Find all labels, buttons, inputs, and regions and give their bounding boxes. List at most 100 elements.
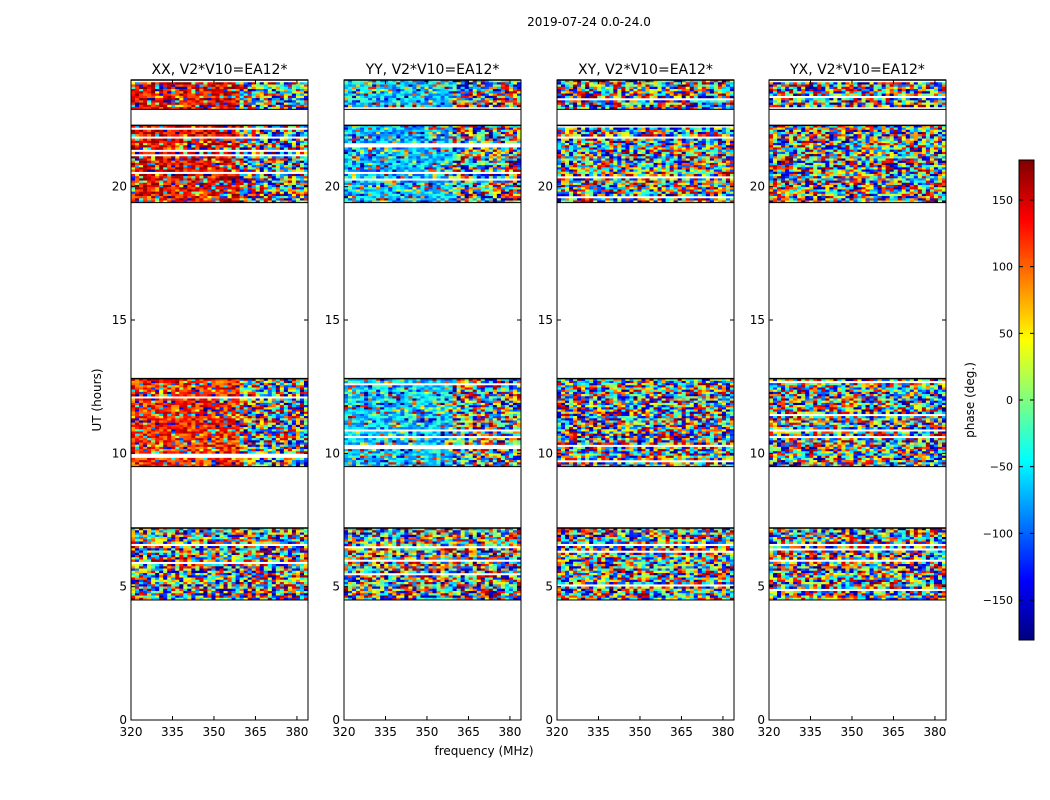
heatmap-cell [143, 134, 148, 137]
y-tick-label: 10 [112, 446, 127, 460]
heatmap-cell [223, 577, 228, 580]
heatmap-cell [251, 424, 256, 428]
heatmap-cell [299, 100, 305, 103]
heatmap-cell [151, 196, 156, 199]
heatmap-cell [275, 588, 281, 592]
heatmap-cell [279, 575, 285, 578]
heatmap-cell [175, 597, 180, 601]
heatmap-cell [267, 442, 273, 445]
heatmap-cell [251, 158, 256, 161]
heatmap-cell [247, 391, 252, 395]
heatmap-cell [143, 167, 148, 170]
heatmap-cell [291, 93, 297, 96]
heatmap-cell [179, 193, 184, 197]
heatmap-cell [255, 173, 261, 177]
heatmap-cell [263, 566, 269, 569]
heatmap-cell [187, 433, 192, 437]
heatmap-cell [271, 400, 277, 404]
heatmap-cell [287, 189, 293, 192]
heatmap-cell [303, 528, 309, 531]
heatmap-cell [151, 98, 156, 101]
heatmap-cell [179, 378, 184, 382]
heatmap-cell [187, 557, 192, 560]
heatmap-cell [215, 378, 220, 382]
heatmap-cell [291, 196, 297, 199]
heatmap-cell [283, 575, 289, 578]
heatmap-cell [275, 424, 281, 428]
heatmap-cell [231, 557, 236, 560]
heatmap-cell [199, 189, 204, 192]
heatmap-cell [135, 457, 140, 461]
heatmap-cell [171, 559, 176, 562]
heatmap-cell [231, 394, 236, 397]
heatmap-cell [259, 413, 265, 417]
heatmap-cell [171, 582, 176, 585]
heatmap-cell [275, 95, 281, 99]
heatmap-cell [251, 131, 256, 135]
heatmap-cell [275, 532, 281, 535]
heatmap-cell [175, 394, 180, 397]
heatmap-cell [215, 402, 220, 406]
heatmap-cell [215, 591, 220, 594]
heatmap-cell [207, 389, 212, 393]
heatmap-cell [504, 532, 510, 535]
heatmap-cell [303, 559, 309, 562]
heatmap-cell [227, 446, 232, 450]
heatmap-cell [263, 158, 269, 161]
heatmap-cell [207, 555, 212, 558]
heatmap-cell [151, 429, 156, 432]
heatmap-cell [279, 591, 285, 594]
heatmap-cell [211, 143, 216, 146]
heatmap-cell [263, 189, 269, 192]
heatmap-cell [159, 383, 164, 386]
heatmap-cell [139, 435, 144, 439]
heatmap-cell [211, 102, 216, 106]
heatmap-cell [235, 444, 240, 448]
heatmap-cell [247, 189, 252, 192]
heatmap-cell [219, 91, 224, 94]
heatmap-cell [143, 125, 148, 128]
heatmap-cell [259, 573, 265, 576]
heatmap-cell [215, 98, 220, 101]
heatmap-cell [139, 449, 144, 452]
heatmap-cell [303, 411, 309, 415]
heatmap-cell [275, 193, 281, 197]
heatmap-cell [159, 86, 164, 90]
heatmap-cell [195, 464, 200, 467]
heatmap-cell [199, 550, 204, 553]
heatmap-cell [143, 102, 148, 106]
heatmap-cell [263, 89, 269, 92]
heatmap-cell [147, 431, 152, 434]
heatmap-cell [283, 438, 289, 441]
heatmap-cell [271, 180, 277, 183]
heatmap-cell [215, 134, 220, 137]
heatmap-cell [291, 548, 297, 551]
heatmap-cell [223, 178, 228, 181]
heatmap-cell [191, 557, 196, 560]
heatmap-cell [199, 400, 204, 404]
heatmap-cell [179, 182, 184, 186]
heatmap-cell [207, 566, 212, 569]
heatmap-cell [287, 555, 293, 558]
heatmap-cell [279, 433, 285, 437]
heatmap-cell [283, 169, 289, 172]
heatmap-cell [131, 429, 136, 432]
heatmap-cell [143, 145, 148, 148]
heatmap-cell [239, 555, 244, 558]
heatmap-cell [275, 140, 281, 144]
heatmap-cell [287, 89, 293, 92]
heatmap-cell [227, 387, 232, 390]
heatmap-cell [175, 156, 180, 159]
heatmap-cell [211, 438, 216, 441]
heatmap-cell [163, 451, 168, 454]
heatmap-cell [131, 91, 136, 94]
heatmap-cell [275, 431, 281, 434]
heatmap-cell [243, 198, 248, 201]
heatmap-cell [380, 530, 385, 533]
heatmap-cell [299, 438, 305, 441]
heatmap-cell [203, 184, 208, 188]
heatmap-cell [211, 530, 216, 533]
heatmap-cell [348, 530, 353, 533]
heatmap-cell [283, 530, 289, 533]
heatmap-cell [195, 378, 200, 382]
